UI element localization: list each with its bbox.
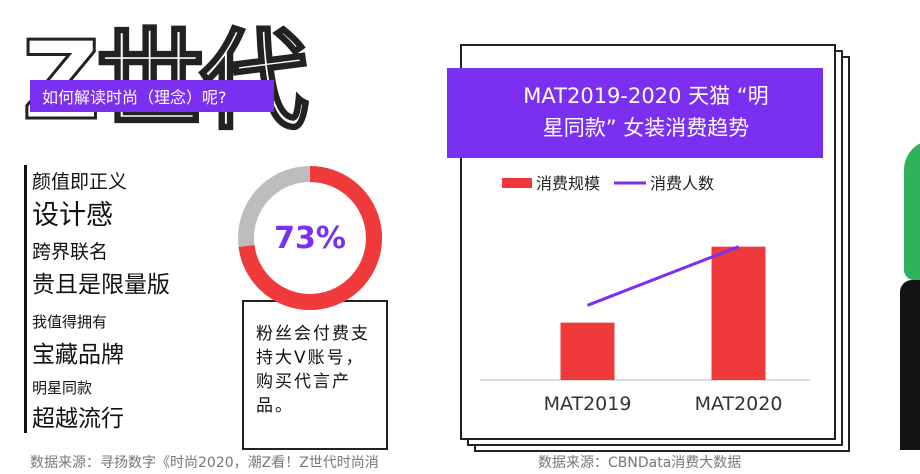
legend-label-line: 消费人数 [650, 174, 714, 193]
fan-note-text: 粉丝会付费支持大V账号，购买代言产品。 [256, 324, 370, 416]
line-series-consumers [586, 245, 740, 307]
feature-label-1: 颜值即正义 [32, 171, 128, 193]
donut-svg [238, 166, 382, 310]
feature-list: 颜值即正义 设计感 跨界联名 贵且是限量版 我值得拥有 宝藏品牌 明星同款 超越… [24, 163, 232, 433]
source-note-left: 数据来源：寻扬数字《时尚2020，潮Z看！Z世代时尚消 [30, 455, 379, 471]
person-photo-arm [900, 280, 920, 450]
x-tick-label-MAT2019: MAT2019 [544, 393, 632, 415]
chart-title-line1: MAT2019-2020 天猫 “明 [523, 84, 769, 108]
chart-title-line2: 星同款” 女装消费趋势 [542, 116, 750, 140]
x-tick-label-MAT2020: MAT2020 [695, 393, 783, 415]
feature-label-4: 贵且是限量版 [32, 272, 170, 298]
legend-swatch-bar [502, 178, 532, 188]
chart-title: MAT2019-2020 天猫 “明 星同款” 女装消费趋势 [447, 68, 823, 158]
hero-question-band: 如何解读时尚（理念）呢? [30, 80, 274, 112]
legend-label-bar: 消费规模 [536, 174, 600, 193]
feature-list-rule [24, 165, 27, 433]
bar-MAT2019 [560, 322, 615, 380]
cropped-heading-fragment [26, 0, 32, 10]
donut-percent-label: 73% [274, 220, 346, 256]
bar-MAT2020 [711, 246, 766, 380]
person-photo-shirt [904, 140, 920, 280]
feature-label-3: 跨界联名 [32, 241, 109, 263]
fan-note-card: 粉丝会付费支持大V账号，购买代言产品。 [242, 300, 398, 460]
donut-fill-arc [238, 166, 382, 310]
feature-label-2: 设计感 [32, 200, 113, 231]
source-note-right: 数据来源：CBNData消费大数据 [538, 455, 742, 471]
feature-label-8: 超越流行 [32, 406, 124, 432]
feature-label-7: 明星同款 [32, 379, 93, 397]
trend-chart: 消费规模 消费人数 MAT2019 MAT2020 [480, 174, 810, 415]
feature-label-6: 宝藏品牌 [32, 342, 124, 368]
percent-donut: 73% [232, 160, 392, 320]
feature-label-5: 我值得拥有 [32, 313, 108, 331]
